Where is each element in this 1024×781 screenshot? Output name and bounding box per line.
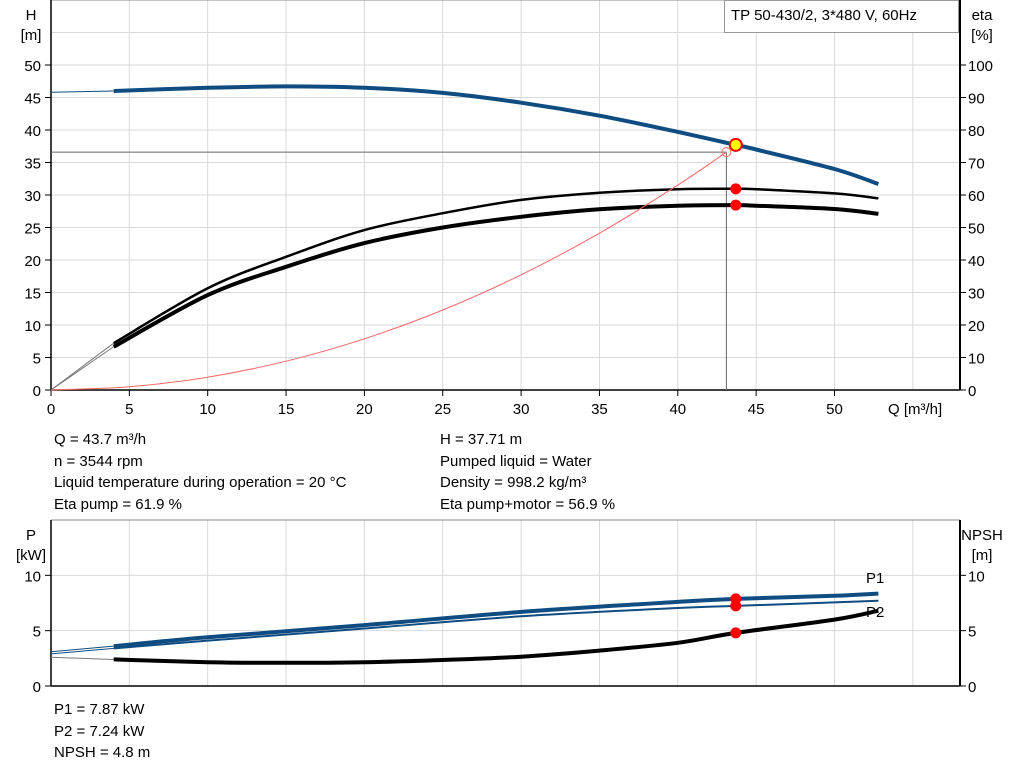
- info-left: Q = 43.7 m³/h n = 3544 rpm Liquid temper…: [54, 429, 346, 515]
- curve-NPSH: [113, 608, 879, 665]
- y-tick-label: 45: [24, 91, 41, 108]
- info-p2: P2 = 7.24 kW: [54, 722, 145, 740]
- curve-extension-eta_pump_motor: [50, 346, 114, 391]
- y-tick-label: 40: [24, 123, 41, 140]
- curve-extension-P1: [50, 645, 114, 653]
- curve-extension-H: [50, 90, 114, 93]
- npsh-duty-point: [730, 627, 742, 639]
- y-tick-label: 20: [24, 253, 41, 270]
- x-tick-label: 40: [669, 401, 686, 418]
- y-tick-label: 50: [24, 58, 41, 75]
- y2-tick-label: 60: [968, 188, 985, 205]
- y-tick-label: 10: [24, 568, 41, 585]
- x-tick-label: 15: [278, 401, 295, 418]
- info-npsh: NPSH = 4.8 m: [54, 744, 151, 761]
- x-tick-label: 35: [591, 401, 608, 418]
- x-tick-label: 50: [826, 401, 843, 418]
- curve-P1: [113, 591, 879, 649]
- info-pumped-liquid: Pumped liquid = Water: [440, 452, 592, 470]
- y2-axis-unit: [m]: [972, 547, 993, 564]
- info-eta-pump-motor: Eta pump+motor = 56.9 %: [440, 495, 616, 513]
- y-tick-label: 30: [24, 188, 41, 205]
- legend-box: [724, 0, 959, 33]
- y2-tick-label: 30: [968, 286, 985, 303]
- x-axis-label: Q [m³/h]: [888, 401, 942, 418]
- y-axis-unit: [m]: [21, 27, 42, 44]
- y-tick-label: 0: [33, 383, 41, 400]
- y2-tick-label: 40: [968, 253, 985, 270]
- curve-eta_pump: [113, 187, 879, 345]
- x-tick-label: 20: [356, 401, 373, 418]
- series-label-p1: P1: [866, 570, 884, 587]
- curve-H: [113, 84, 880, 186]
- y2-tick-label: 0: [968, 679, 976, 696]
- y-tick-label: 35: [24, 156, 41, 173]
- legend-text: TP 50-430/2, 3*480 V, 60Hz: [731, 7, 917, 24]
- y2-axis-label: NPSH: [961, 527, 1003, 544]
- requested-point-marker: [721, 147, 732, 158]
- y2-tick-label: 90: [968, 91, 985, 108]
- info-liquid-temp: Liquid temperature during operation = 20…: [54, 474, 347, 491]
- y-tick-label: 0: [33, 679, 41, 696]
- y2-axis-label: eta: [972, 7, 994, 24]
- info-p1: P1 = 7.87 kW: [54, 701, 145, 718]
- y2-tick-label: 50: [968, 221, 985, 238]
- duty-point-marker: [728, 137, 743, 152]
- y2-tick-label: 0: [968, 383, 976, 400]
- info-speed: n = 3544 rpm: [54, 452, 143, 470]
- y-tick-label: 5: [33, 624, 41, 641]
- y-axis-unit: [kW]: [16, 547, 46, 564]
- y-axis-label: H: [26, 7, 37, 24]
- info-q: Q = 43.7 m³/h: [54, 431, 147, 448]
- y-axis-label: P: [26, 527, 36, 544]
- eta-pump-duty-point: [730, 183, 742, 195]
- y2-tick-label: 70: [968, 156, 985, 173]
- info-density: Density = 998.2 kg/m³: [440, 474, 587, 491]
- y2-tick-label: 10: [968, 568, 985, 585]
- y-tick-label: 5: [33, 351, 41, 368]
- info-h: H = 37.71 m: [440, 431, 523, 448]
- y2-tick-label: 20: [968, 318, 985, 335]
- series-label-p2: P2: [866, 604, 884, 621]
- curve-extension-P2: [50, 647, 114, 655]
- curve-P2: [113, 599, 879, 650]
- info-bottom: P1 = 7.87 kW P2 = 7.24 kW NPSH = 4.8 m: [54, 699, 150, 764]
- x-tick-label: 5: [125, 401, 133, 418]
- y2-tick-label: 100: [968, 58, 993, 75]
- info-right: H = 37.71 m Pumped liquid = Water Densit…: [440, 429, 615, 515]
- x-tick-label: 25: [434, 401, 451, 418]
- y2-tick-label: 10: [968, 351, 985, 368]
- y-tick-label: 15: [24, 286, 41, 303]
- curve-eta_pump_motor: [112, 203, 879, 349]
- eta-pump-motor-duty-point: [730, 199, 742, 211]
- info-eta-pump: Eta pump = 61.9 %: [54, 495, 182, 513]
- x-tick-label: 0: [47, 401, 55, 418]
- x-tick-label: 45: [748, 401, 765, 418]
- x-tick-label: 30: [513, 401, 530, 418]
- y-tick-label: 25: [24, 221, 41, 238]
- curve-system_curve: [50, 151, 727, 391]
- y-tick-label: 10: [24, 318, 41, 335]
- y2-tick-label: 80: [968, 123, 985, 140]
- y2-tick-label: 5: [968, 624, 976, 641]
- x-tick-label: 10: [199, 401, 216, 418]
- curve-extension-NPSH: [50, 656, 114, 660]
- y2-axis-unit: [%]: [971, 27, 993, 44]
- p2-duty-point: [730, 600, 742, 612]
